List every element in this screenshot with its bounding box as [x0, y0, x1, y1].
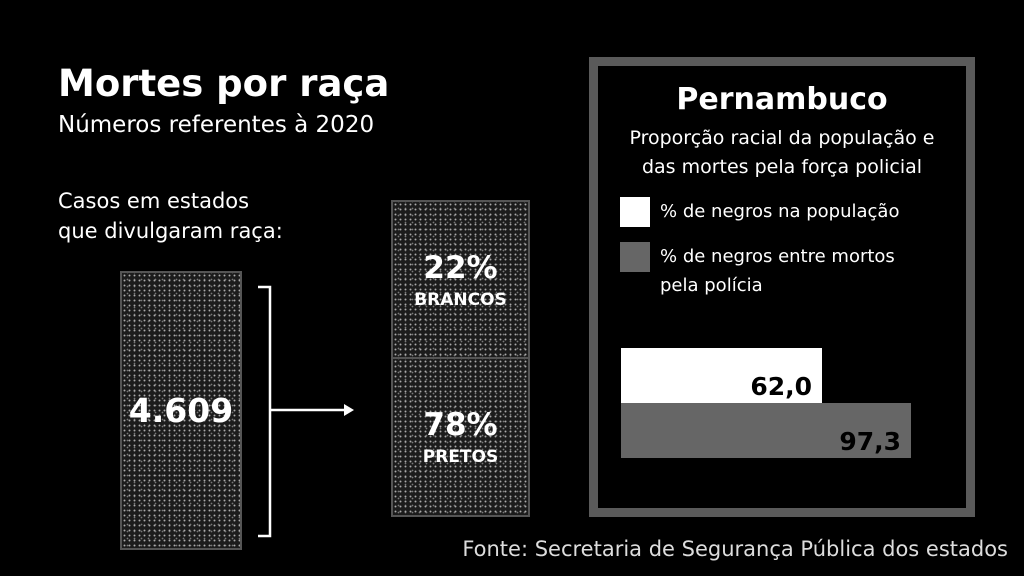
- legend-label: % de negros na população: [660, 201, 900, 222]
- breakdown-pretos: 78% PRETOS: [391, 357, 530, 517]
- legend-item-populacao: % de negros na população: [620, 197, 899, 227]
- total-cases-box: 4.609: [120, 271, 242, 550]
- bar-value-label: 97,3: [839, 427, 901, 456]
- total-cases-value: 4.609: [128, 391, 234, 430]
- cases-label-line2: que divulgaram raça:: [58, 219, 283, 243]
- pretos-label: PRETOS: [422, 447, 499, 467]
- breakdown-brancos: 22% BRANCOS: [391, 200, 530, 359]
- bar-1: 97,3: [621, 403, 911, 458]
- cases-label-line1: Casos em estados: [58, 189, 250, 213]
- legend-swatch-gray: [620, 242, 650, 272]
- source-note: Fonte: Secretaria de Segurança Pública d…: [462, 537, 1008, 561]
- chart-subtitle-line1: Proporção racial da população e: [629, 127, 935, 149]
- legend-item-mortos: % de negros entre mortos pela polícia: [620, 242, 895, 300]
- brancos-label: BRANCOS: [414, 289, 507, 310]
- bar-0: 62,0: [621, 348, 822, 403]
- chart-subtitle-line2: das mortes pela força policial: [641, 156, 923, 178]
- chart-title: Pernambuco: [676, 82, 888, 117]
- page-subtitle: Números referentes à 2020: [58, 112, 375, 138]
- pretos-pct: 78%: [423, 407, 498, 443]
- cases-label: Casos em estados que divulgaram raça:: [58, 186, 283, 246]
- pernambuco-chart-panel: Pernambuco Proporção racial da população…: [589, 57, 975, 517]
- legend-label: % de negros entre mortos: [660, 246, 895, 267]
- bar-value-label: 62,0: [750, 372, 812, 401]
- page-title: Mortes por raça: [58, 62, 390, 105]
- legend-swatch-white: [620, 197, 650, 227]
- legend-label-line2: pela polícia: [660, 275, 763, 296]
- brancos-pct: 22%: [423, 249, 498, 286]
- chart-subtitle: Proporção racial da população e das mort…: [598, 124, 966, 182]
- bracket-arrow-icon: [258, 285, 354, 538]
